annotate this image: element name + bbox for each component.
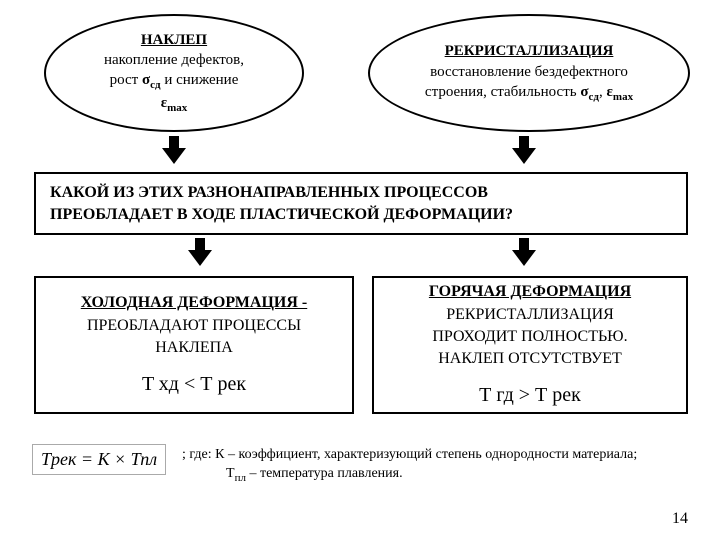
hot-line1: РЕКРИСТАЛЛИЗАЦИЯ bbox=[386, 304, 674, 326]
ellipse-naklep-line2: рост σсд и снижение bbox=[110, 70, 239, 93]
hot-line3: НАКЛЕП ОТСУТСТВУЕТ bbox=[386, 348, 674, 370]
ellipse-naklep: НАКЛЕП накопление дефектов, рост σсд и с… bbox=[44, 14, 304, 132]
formula-text: Tрек = К × Тпл bbox=[41, 449, 157, 470]
sub: max bbox=[613, 91, 633, 103]
arrow-down-icon bbox=[512, 136, 536, 164]
page-number: 14 bbox=[672, 510, 688, 528]
question-line2: ПРЕОБЛАДАЕТ В ХОДЕ ПЛАСТИЧЕСКОЙ ДЕФОРМАЦ… bbox=[50, 204, 672, 226]
hot-heading: ГОРЯЧАЯ ДЕФОРМАЦИЯ bbox=[386, 281, 674, 303]
formula-trec: Tрек = К × Тпл bbox=[32, 444, 166, 475]
hot-deformation-box: ГОРЯЧАЯ ДЕФОРМАЦИЯ РЕКРИСТАЛЛИЗАЦИЯ ПРОХ… bbox=[372, 276, 688, 414]
hot-line2: ПРОХОДИТ ПОЛНОСТЬЮ. bbox=[386, 326, 674, 348]
ellipse-naklep-title: НАКЛЕП bbox=[141, 30, 207, 50]
cold-line2: НАКЛЕПА bbox=[48, 337, 340, 359]
sigma-symbol: σ bbox=[580, 84, 588, 100]
text: – температура плавления. bbox=[246, 466, 403, 481]
footnote-line2: Тпл – температура плавления. bbox=[182, 465, 702, 486]
text: строения, стабильность bbox=[425, 84, 580, 100]
question-box: КАКОЙ ИЗ ЭТИХ РАЗНОНАПРАВЛЕННЫХ ПРОЦЕССО… bbox=[34, 172, 688, 235]
arrow-down-icon bbox=[188, 238, 212, 266]
cold-line1: ПРЕОБЛАДАЮТ ПРОЦЕССЫ bbox=[48, 315, 340, 337]
sub: max bbox=[167, 102, 187, 114]
sub: пл bbox=[235, 472, 246, 484]
arrow-down-icon bbox=[162, 136, 186, 164]
ellipse-naklep-line3: εmax bbox=[161, 93, 188, 116]
cold-deformation-box: ХОЛОДНАЯ ДЕФОРМАЦИЯ - ПРЕОБЛАДАЮТ ПРОЦЕС… bbox=[34, 276, 354, 414]
text: рост bbox=[110, 72, 142, 88]
ellipse-recrystallization: РЕКРИСТАЛЛИЗАЦИЯ восстановление бездефек… bbox=[368, 14, 690, 132]
sub: сд bbox=[589, 91, 599, 103]
ellipse-recr-title: РЕКРИСТАЛЛИЗАЦИЯ bbox=[445, 41, 614, 61]
arrow-down-icon bbox=[512, 238, 536, 266]
cold-heading: ХОЛОДНАЯ ДЕФОРМАЦИЯ - bbox=[48, 292, 340, 314]
text: Т bbox=[226, 466, 235, 481]
sigma-symbol: σ bbox=[142, 72, 150, 88]
ellipse-naklep-line1: накопление дефектов, bbox=[104, 50, 244, 70]
footnote-line1: ; где: К – коэффициент, характеризующий … bbox=[182, 446, 702, 465]
text: и снижение bbox=[161, 72, 239, 88]
ellipse-recr-line2: строения, стабильность σсд, εmax bbox=[425, 82, 633, 105]
hot-formula: Т гд > Т рек bbox=[386, 381, 674, 409]
cold-formula: T хд < Т рек bbox=[48, 370, 340, 398]
footnote: ; где: К – коэффициент, характеризующий … bbox=[182, 446, 702, 486]
sub: сд bbox=[150, 79, 160, 91]
ellipse-recr-line1: восстановление бездефектного bbox=[430, 62, 628, 82]
question-line1: КАКОЙ ИЗ ЭТИХ РАЗНОНАПРАВЛЕННЫХ ПРОЦЕССО… bbox=[50, 182, 672, 204]
